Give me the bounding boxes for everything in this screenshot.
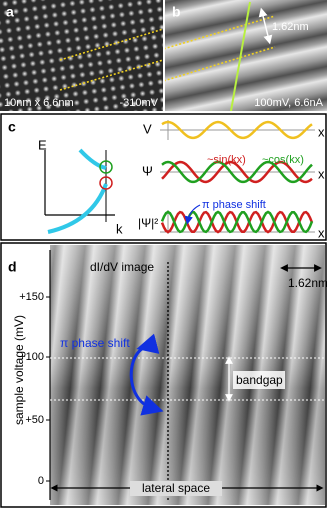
phase-shift-label: π phase shift: [202, 199, 266, 211]
guide-line: [59, 28, 163, 61]
y-tick-label: +150: [19, 291, 44, 303]
y-tick-label: +100: [19, 351, 44, 363]
label-box: [233, 371, 285, 389]
image-title: dI/dV image: [90, 260, 154, 274]
wave: [161, 120, 313, 140]
panel-label: a: [6, 4, 14, 20]
state: [99, 176, 113, 190]
guide-line: [59, 59, 163, 91]
axis-label: x: [318, 225, 325, 240]
phase-shift-label: π phase shift: [60, 336, 130, 350]
bandgap-label: bandgap: [236, 373, 283, 387]
band: [78, 148, 107, 170]
y-axis-label: sample voltage (mV): [12, 315, 26, 425]
panel-b: [165, 0, 327, 111]
axis-label: E: [38, 137, 47, 152]
y-tick-label: 0: [38, 475, 44, 487]
plot-label: Ψ: [142, 163, 153, 178]
axis-label: x: [318, 124, 325, 139]
panel-label: b: [172, 4, 181, 20]
y-ticks: +150 +100 +50 0: [19, 291, 50, 487]
cos-label: ~cos(kx): [262, 154, 304, 166]
plot-label: |Ψ|²: [138, 216, 158, 230]
stm-image: [0, 0, 163, 111]
plot-label: V: [143, 121, 152, 136]
axis-label: x: [318, 166, 325, 181]
cut-line: [230, 1, 251, 111]
axis-label: k: [116, 221, 123, 236]
dispersion-diagram: [44, 148, 115, 234]
y-tick-label: +50: [25, 414, 44, 426]
panel-label: c: [8, 119, 16, 135]
panel-label: d: [8, 259, 17, 275]
wave: [161, 160, 313, 184]
band: [47, 183, 108, 234]
x-axis-label: lateral space: [142, 481, 210, 495]
state: [99, 160, 113, 174]
panel-a: [0, 0, 163, 111]
wave: [161, 160, 313, 184]
period: 1.62nm: [288, 276, 327, 290]
setpoint: 100mV, 6.6nA: [254, 97, 323, 109]
phase-arrow: [129, 333, 164, 416]
phase-arrow: [184, 204, 201, 225]
period: 1.62nm: [272, 21, 309, 33]
guide-line: [165, 46, 276, 82]
label-box: [130, 481, 222, 496]
bias: -310mV: [119, 97, 158, 109]
sin-label: ~sin(kx): [207, 154, 246, 166]
image-size: 10nm x 6.6nm: [4, 97, 74, 109]
period-arrow: [258, 7, 273, 45]
